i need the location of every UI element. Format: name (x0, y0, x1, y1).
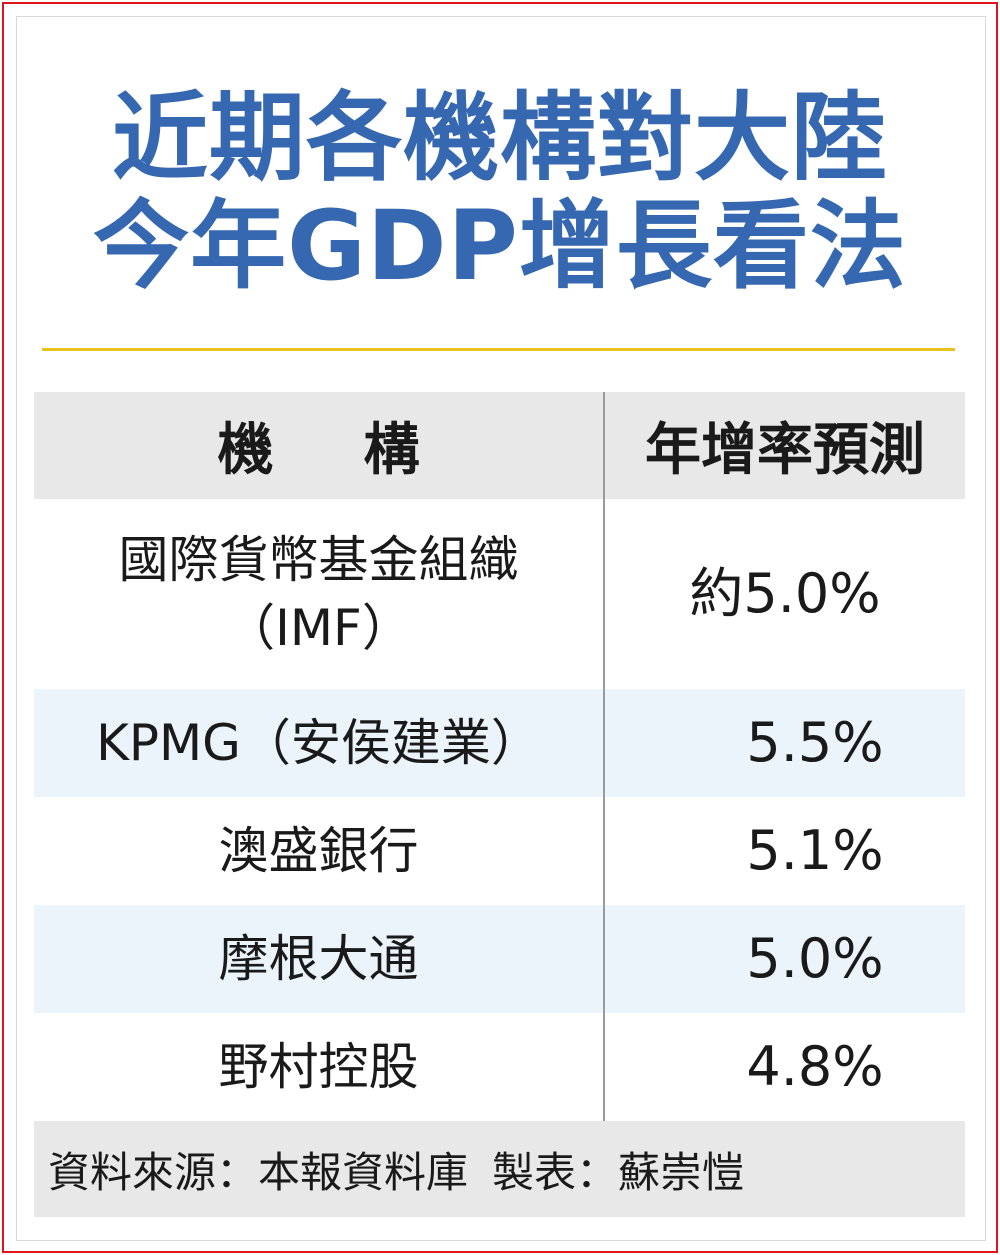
forecast-table: 機構 年增率預測 國際貨幣基金組織 （IMF） 約5.0% KPMG（安侯建業）… (34, 392, 965, 1217)
forecast-cell: 5.0% (603, 905, 965, 1013)
table-row: KPMG（安侯建業） 5.5% (34, 689, 965, 797)
table-row: 野村控股 4.8% (34, 1013, 965, 1121)
source-note: 資料來源：本報資料庫 製表：蘇崇愷 (34, 1121, 965, 1217)
source-row: 資料來源：本報資料庫 製表：蘇崇愷 (34, 1121, 965, 1217)
institution-cell: 摩根大通 (34, 905, 604, 1013)
table-header-row: 機構 年增率預測 (34, 392, 965, 499)
data-source: 資料來源：本報資料庫 (48, 1147, 469, 1197)
table-row: 澳盛銀行 5.1% (34, 797, 965, 905)
institution-cell: 澳盛銀行 (34, 797, 604, 905)
forecast-cell: 5.5% (603, 689, 965, 797)
table-author: 製表：蘇崇愷 (492, 1147, 745, 1197)
institution-cell: 野村控股 (34, 1013, 604, 1121)
forecast-cell: 約5.0% (603, 499, 965, 689)
table-row: 摩根大通 5.0% (34, 905, 965, 1013)
institution-abbrev: （IMF） (225, 599, 412, 657)
title-line-2: 今年GDP增長看法 (93, 190, 907, 302)
header-institution: 機構 (34, 392, 604, 499)
forecast-cell: 5.1% (603, 797, 965, 905)
table-row: 國際貨幣基金組織 （IMF） 約5.0% (34, 499, 965, 689)
title-divider (42, 348, 955, 351)
forecast-cell: 4.8% (603, 1013, 965, 1121)
institution-cell: KPMG（安侯建業） (34, 689, 604, 797)
institution-name: 國際貨幣基金組織 (118, 531, 519, 589)
institution-cell: 國際貨幣基金組織 （IMF） (34, 499, 604, 689)
header-forecast: 年增率預測 (603, 392, 965, 499)
title-line-1: 近期各機構對大陸 (112, 82, 888, 194)
